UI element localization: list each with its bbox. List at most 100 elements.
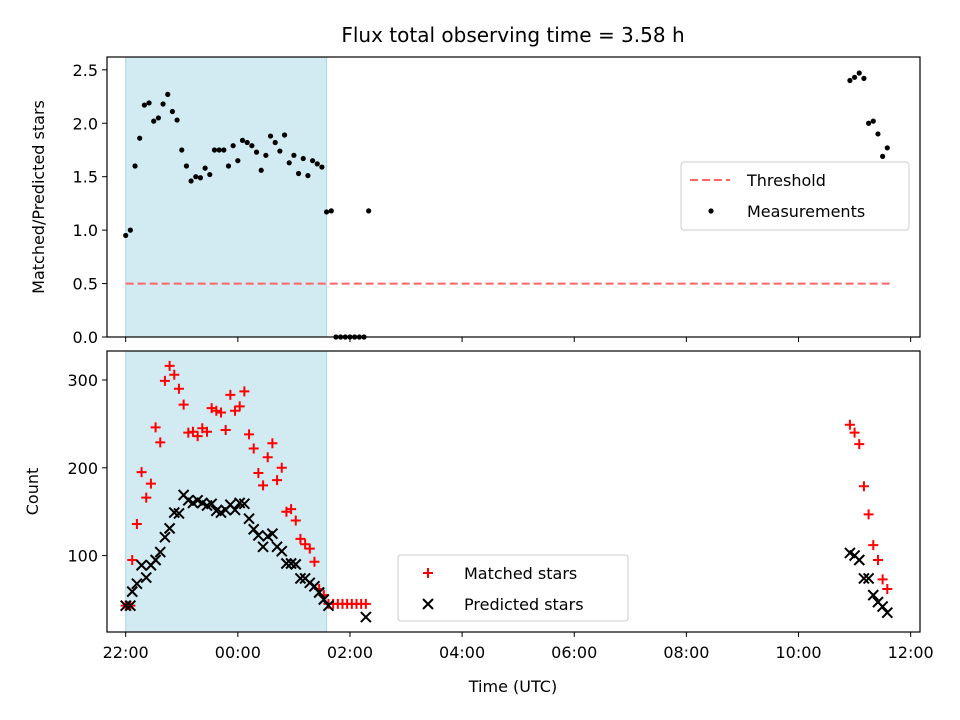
x-tick-label: 02:00 xyxy=(327,643,373,662)
matched-star-point xyxy=(309,556,320,567)
measurement-point xyxy=(263,152,269,158)
y-tick-label: 0.0 xyxy=(73,328,98,347)
measurement-point xyxy=(188,178,194,184)
matched-star-point xyxy=(150,422,161,433)
matched-star-point xyxy=(141,492,152,503)
x-tick-label: 04:00 xyxy=(439,643,485,662)
matched-star-point xyxy=(187,426,198,437)
measurement-point xyxy=(235,158,241,164)
predicted-star-point xyxy=(124,599,137,612)
measurement-point xyxy=(870,118,876,124)
predicted-star-point xyxy=(360,611,372,623)
x-tick-label: 10:00 xyxy=(775,643,821,662)
measurement-point xyxy=(239,137,246,143)
predicted-star-point xyxy=(280,557,293,570)
y-tick-label: 100 xyxy=(67,547,98,566)
matched-star-point xyxy=(290,515,301,526)
matched-star-point xyxy=(286,504,297,515)
measurement-point xyxy=(267,133,274,139)
matched-star-point xyxy=(136,467,147,478)
predicted-star-point xyxy=(252,529,265,542)
matched-star-point xyxy=(127,554,138,565)
y-tick-label: 1.0 xyxy=(73,221,98,240)
predicted-star-point xyxy=(243,513,255,525)
matched-star-point xyxy=(244,429,255,440)
measurement-point xyxy=(127,227,133,233)
predicted-star-point xyxy=(858,572,870,585)
predicted-star-point xyxy=(131,577,143,590)
measurement-point xyxy=(847,77,853,84)
matched-star-point xyxy=(863,509,874,520)
measurement-point xyxy=(165,91,171,98)
matched-star-point xyxy=(234,401,245,412)
predicted-star-point xyxy=(149,554,162,566)
y-tick-label: 2.0 xyxy=(73,114,98,133)
legend-label: Predicted stars xyxy=(464,595,584,614)
measurement-point xyxy=(281,132,288,138)
matched-star-point xyxy=(225,389,236,400)
matched-star-point xyxy=(868,540,879,551)
x-tick-label: 12:00 xyxy=(888,643,934,662)
legend-label: Measurements xyxy=(747,202,865,221)
measurement-point xyxy=(183,163,190,169)
legend-label: Matched stars xyxy=(464,564,577,583)
measurement-point xyxy=(225,163,232,169)
matched-star-point xyxy=(239,386,250,397)
matched-star-point xyxy=(155,437,166,448)
matched-star-point xyxy=(258,480,269,491)
matched-star-point xyxy=(267,438,278,449)
predicted-star-point xyxy=(322,599,335,612)
matched-star-point xyxy=(253,468,264,479)
predicted-star-point xyxy=(163,522,176,535)
matched-star-point xyxy=(216,407,227,418)
y-axis-label: Matched/Predicted stars xyxy=(29,100,48,294)
measurement-point xyxy=(169,108,176,115)
measurement-point xyxy=(272,139,278,146)
measurement-point xyxy=(230,143,236,149)
y-axis-label: Count xyxy=(23,468,42,516)
matched-star-point xyxy=(276,462,287,473)
measurement-point xyxy=(277,148,283,154)
measurement-point xyxy=(309,158,316,164)
predicted-star-point xyxy=(862,572,875,585)
measurement-point xyxy=(151,118,157,124)
predicted-star-point xyxy=(159,531,171,543)
predicted-star-point xyxy=(867,589,879,601)
observing-window-span xyxy=(125,56,328,338)
measurement-point xyxy=(861,75,867,81)
measurement-point xyxy=(193,174,199,180)
bottom-panel: 22:00 00:00 02:00 04:00 06:00 08:00 10:00 12:00… xyxy=(23,350,934,662)
y-tick-label: 0.5 xyxy=(73,275,98,294)
measurement-point xyxy=(160,101,166,107)
measurement-point xyxy=(123,232,129,239)
measurement-point xyxy=(197,175,204,181)
legend-matched-swatch xyxy=(423,568,433,578)
measurement-point xyxy=(174,117,180,123)
measurement-point xyxy=(314,161,320,167)
x-tick-label: 06:00 xyxy=(551,643,597,662)
measurement-point xyxy=(875,131,881,137)
predicted-star-point xyxy=(294,572,307,585)
predicted-star-point xyxy=(248,523,260,535)
predicted-star-point xyxy=(229,504,241,516)
predicted-star-point xyxy=(313,586,325,599)
measurement-point xyxy=(221,147,227,153)
measurement-point xyxy=(258,167,264,173)
matched-star-point xyxy=(164,360,175,371)
measurement-point xyxy=(319,164,325,170)
matched-star-point xyxy=(178,399,189,410)
predicted-star-point xyxy=(154,546,166,558)
matched-star-point xyxy=(849,427,860,438)
legend-label: Threshold xyxy=(746,171,826,190)
measurement-point xyxy=(216,147,222,153)
matched-star-point xyxy=(300,539,311,550)
predicted-star-point xyxy=(126,585,138,598)
predicted-star-point xyxy=(876,600,889,613)
measurement-point xyxy=(305,173,311,179)
matched-star-point xyxy=(220,425,231,436)
predicted-star-point xyxy=(257,541,269,553)
predicted-star-point xyxy=(238,498,251,510)
measurement-point xyxy=(132,163,138,169)
matched-star-point xyxy=(248,443,259,454)
predicted-star-point xyxy=(276,545,288,557)
